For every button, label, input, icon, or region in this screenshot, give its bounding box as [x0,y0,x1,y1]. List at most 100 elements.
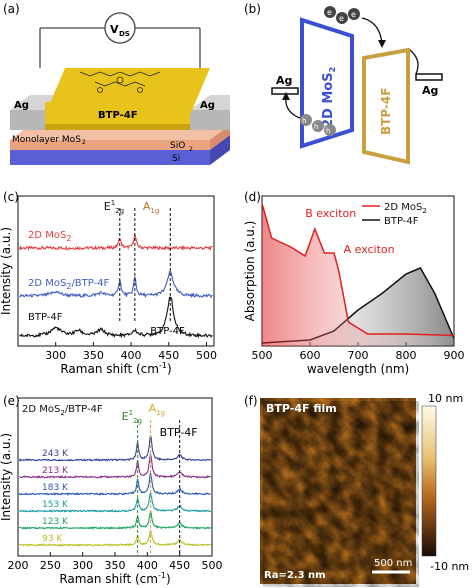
monolayer-label: Monolayer MoS [12,135,81,145]
vds-meter [104,12,136,44]
panel-e-title: 2D MoS2/BTP-4F [22,404,103,417]
x-tick-label: 350 [105,559,126,572]
plot-frame [17,195,215,347]
e-a1g-label: A1g [149,402,165,417]
temp-trace-4 [19,510,212,530]
x-axis-label: Raman shift (cm-1) [60,361,171,376]
absorption-line-0 [261,203,455,337]
ag-left-bar [271,87,299,95]
vds-label: V [110,23,119,36]
svg-text:h: h [302,117,306,125]
electron-icons: e e e [324,6,360,24]
panel-e-label: (e) [3,394,20,408]
a-exciton-label: A exciton [344,243,395,256]
y-axis-label: Absorption (a.u.) [243,221,257,322]
btp-label: BTP-4F [98,110,138,121]
x-tick-label: 500 [252,349,273,362]
x-tick-label: 700 [348,349,369,362]
monolayer-sub: 2 [82,139,86,146]
trace-label-1: 2D MoS2/BTP-4F [28,278,110,291]
sio2-label: SiO [170,141,185,151]
device-schematic: V DS BTP-4F Ag Ag Monolayer MoS 2 SiO 2 … [10,12,230,165]
afm-image: BTP-4F film Ra=2.3 nm 500 nm 10 nm -10 n… [260,394,469,587]
x-tick-label: 400 [121,349,142,362]
temp-label-4: 123 K [42,517,69,527]
x-tick-label: 250 [40,559,61,572]
trace-label-2: BTP-4F [28,312,63,323]
ag-right-label: Ag [422,84,438,97]
absorption-chart: 500 600 700 800 900 wavelength (nm) Absorption… [243,195,465,376]
btp-annotation: BTP-4F [150,326,185,337]
btp-molecule-icon [79,71,161,93]
absorption-fill-0 [262,203,454,346]
temp-trace-2 [18,471,211,496]
x-tick-label: 500 [196,349,217,362]
x-tick-label: 300 [72,559,93,572]
btp-band [362,47,410,165]
raman-trace-1 [19,270,213,299]
panel-f-label: (f) [244,394,258,408]
hole-icons: h h h [300,114,336,136]
temp-label-1: 213 K [42,466,69,476]
x-tick-label: 400 [137,559,158,572]
svg-text:e: e [351,10,356,19]
y-axis-label: Intensity (a.u.) [0,433,13,521]
afm-title: BTP-4F film [266,402,337,415]
scale-label: 500 nm [374,558,412,569]
panel-b-label: (b) [244,2,261,16]
x-axis-label: Raman shift (cm-1) [59,571,170,586]
mos2-band-label: 2D MoS2 [321,67,337,128]
trace-label-0: 2D MoS2 [28,230,71,243]
temp-raman-chart: 200 250 300 350 400 450 500 Raman shift (cm-1) I… [0,397,223,586]
legend-label-1: BTP-4F [384,216,419,227]
svg-text:h: h [326,127,330,135]
mos2-band [300,17,354,149]
ag-left-label: Ag [276,74,292,87]
temp-trace-5 [18,530,212,547]
band-diagram: Ag Ag 2D MoS2 BTP-4F e e e h h h [271,6,443,165]
temp-trace-3 [19,491,212,513]
e-btp-label: BTP-4F [160,426,198,439]
x-tick-label: 900 [444,349,465,362]
temp-label-2: 183 K [42,483,69,493]
vds-sub: DS [119,30,130,38]
raman-trace-0 [18,234,213,252]
temp-trace-1 [19,452,211,479]
absorption-fill-1 [262,268,454,346]
raman-chart: 300 350 400 450 500 Raman shift (cm-1) Intensi… [0,195,217,376]
a1g-label: A1g [143,200,159,215]
btp-band-label: BTP-4F [379,88,393,135]
ag-electrode-right [190,110,230,130]
panel-a-label: (a) [3,2,20,16]
temp-label-5: 93 K [42,534,63,544]
e2g-label: E12g [104,199,124,215]
sio2-sub: 2 [189,146,193,153]
ag-right-bar [415,73,443,81]
sio2-layer [10,140,210,150]
ag-right-label: Ag [200,100,215,111]
si-substrate [10,150,210,165]
x-tick-label: 600 [300,349,321,362]
panel-c-label: (c) [3,190,19,204]
x-axis-label: wavelength (nm) [307,362,409,376]
svg-text:h: h [314,123,318,131]
b-exciton-label: B exciton [305,207,356,220]
x-tick-label: 450 [169,559,190,572]
x-tick-label: 500 [202,559,223,572]
panel-d-label: (d) [244,190,261,204]
legend-label-0: 2D MoS2 [384,202,427,215]
colorbar-top: 10 nm [428,394,463,405]
x-tick-label: 300 [45,349,66,362]
ag-electrode-left [10,110,50,130]
svg-text:e: e [339,14,344,23]
x-tick-label: 200 [8,559,29,572]
afm-ra: Ra=2.3 nm [264,570,326,581]
colorbar-bottom: -10 nm [430,560,469,573]
y-axis-label: Intensity (a.u.) [0,227,13,315]
x-tick-label: 800 [396,349,417,362]
ag-left-label: Ag [14,100,29,111]
raman-trace-2 [19,296,213,339]
temp-label-0: 243 K [42,449,69,459]
x-tick-label: 350 [83,349,104,362]
x-tick-label: 450 [158,349,179,362]
